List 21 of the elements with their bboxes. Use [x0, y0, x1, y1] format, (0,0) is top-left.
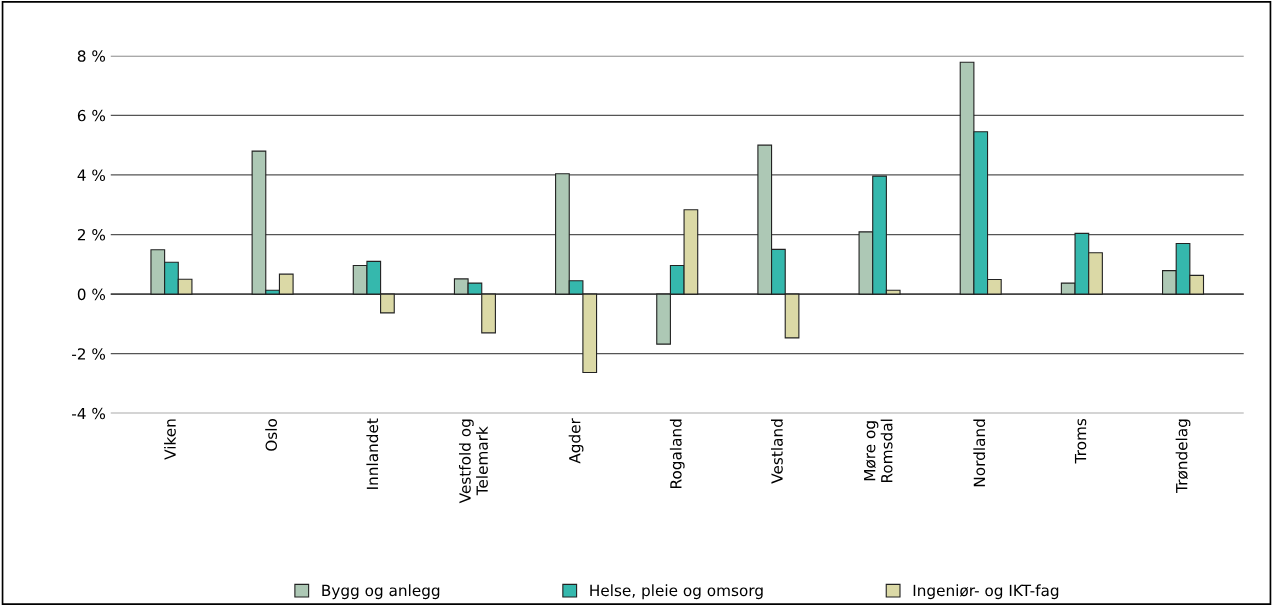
x-tick-label: Troms: [1074, 418, 1087, 464]
legend-label: Bygg og anlegg: [322, 584, 440, 600]
legend-label: Ingeniør- og IKT-fag: [913, 584, 1059, 600]
legend-label: Helse, pleie og omsorg: [590, 584, 763, 600]
y-tick-label: 8 %: [77, 50, 106, 62]
x-tick-label: Vestland: [771, 419, 783, 484]
x-tick-label: Viken: [164, 419, 176, 460]
x-tick-label: Trøndelag: [1175, 419, 1191, 493]
x-tick-label: Møre og Romsdal: [864, 419, 893, 483]
x-tick-label: Innlandet: [366, 418, 379, 489]
y-tick-label: -2 %: [72, 348, 106, 360]
x-tick-label: Nordland: [973, 419, 986, 487]
y-tick-label: -4 %: [72, 407, 106, 420]
y-tick-label: 0 %: [77, 288, 106, 301]
y-tick-label: 4 %: [77, 169, 106, 181]
x-tick-label: Vestfold og Telemark: [458, 419, 488, 504]
x-tick-label: Rogaland: [669, 419, 685, 488]
x-tick-label: Oslo: [265, 418, 278, 451]
x-tick-label: Agder: [568, 418, 584, 464]
y-tick-label: 6 %: [77, 109, 106, 122]
y-tick-label: 2 %: [77, 228, 106, 241]
